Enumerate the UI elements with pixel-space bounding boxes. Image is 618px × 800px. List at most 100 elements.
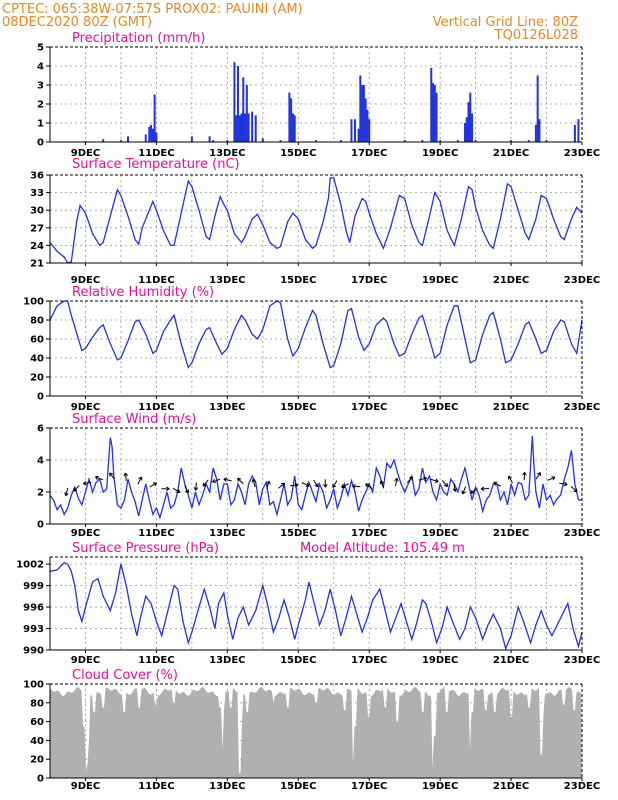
wind-arrowhead bbox=[537, 472, 541, 477]
cloud-ytick: 60 bbox=[30, 717, 44, 728]
pressure-ytick: 1002 bbox=[16, 560, 44, 571]
precip-bar bbox=[538, 119, 541, 142]
rh-ytick: 100 bbox=[23, 297, 44, 308]
wind-arrow bbox=[290, 484, 299, 487]
wind-arrowhead bbox=[394, 477, 399, 482]
precip-bar bbox=[155, 132, 158, 142]
wind-arrow bbox=[195, 482, 197, 491]
wind-arrow bbox=[453, 483, 456, 492]
pressure-xtick: 15DEC bbox=[280, 655, 316, 666]
wind-arrow bbox=[559, 482, 568, 485]
precip-bar bbox=[359, 75, 362, 142]
temp-xtick: 11DEC bbox=[138, 275, 174, 286]
wind-arrow bbox=[570, 486, 578, 493]
cloud-ytick: 100 bbox=[23, 680, 44, 691]
wind-arrow bbox=[266, 480, 270, 489]
precip-title: Precipitation (mm/h) bbox=[72, 31, 205, 46]
wind-arrowhead bbox=[434, 478, 439, 483]
wind-arrowhead bbox=[522, 471, 527, 476]
wind-arrowhead bbox=[352, 484, 356, 489]
precip-ytick: 4 bbox=[37, 62, 44, 73]
wind-arrowhead bbox=[379, 480, 384, 485]
wind-arrow bbox=[341, 483, 349, 488]
precip-ytick: 5 bbox=[37, 43, 44, 54]
wind-panel: Surface Wind (m/s) 0 2 4 6 9DEC 11DEC 13DEC 15DE… bbox=[37, 412, 600, 539]
precip-bar bbox=[430, 67, 433, 142]
wind-arrowhead bbox=[409, 476, 414, 481]
precip-bar bbox=[226, 140, 229, 142]
wind-arrowhead bbox=[184, 489, 190, 494]
precip-bar bbox=[240, 113, 243, 142]
precip-bar bbox=[151, 128, 154, 142]
rh-ytick: 0 bbox=[37, 392, 44, 403]
wind-arrowhead bbox=[266, 480, 271, 485]
wind-arrow bbox=[237, 477, 244, 485]
wind-arrowhead bbox=[461, 490, 466, 495]
rh-xtick: 9DEC bbox=[71, 402, 100, 413]
cloud-xtick: 23DEC bbox=[564, 781, 600, 792]
rh-xtick: 15DEC bbox=[280, 402, 316, 413]
rh-xtick: 11DEC bbox=[138, 402, 174, 413]
rh-ytick: 80 bbox=[30, 316, 44, 327]
wind-arrow bbox=[380, 480, 385, 489]
precip-ytick: 1 bbox=[37, 119, 44, 130]
pressure-xtick: 21DEC bbox=[493, 655, 529, 666]
wind-xtick: 19DEC bbox=[422, 528, 458, 539]
wind-arrow bbox=[124, 472, 127, 482]
precip-bar bbox=[153, 94, 156, 142]
precip-xtick: 11DEC bbox=[138, 148, 174, 159]
precip-bar bbox=[245, 85, 248, 142]
wind-ytick: 2 bbox=[37, 488, 44, 499]
cloud-xtick: 17DEC bbox=[351, 781, 387, 792]
precip-bar bbox=[350, 119, 353, 142]
precip-bar bbox=[291, 113, 294, 142]
precip-bar bbox=[339, 140, 342, 142]
precip-xtick: 9DEC bbox=[71, 148, 100, 159]
temp-ytick: 21 bbox=[30, 259, 44, 270]
precip-bar bbox=[357, 128, 360, 142]
pressure-ytick: 990 bbox=[23, 646, 44, 657]
rh-xtick: 19DEC bbox=[422, 402, 458, 413]
precip-bar bbox=[279, 140, 282, 142]
cloud-ytick: 40 bbox=[30, 736, 44, 747]
temp-ytick: 27 bbox=[30, 223, 44, 234]
pressure-xtick: 23DEC bbox=[564, 655, 600, 666]
precip-bar bbox=[236, 66, 239, 142]
wind-arrow bbox=[95, 476, 104, 481]
precip-xtick: 21DEC bbox=[493, 148, 529, 159]
panels: Precipitation (mm/h) 0 1 2 3 4 5 9DEC 11DEC 13DEC… bbox=[16, 31, 600, 792]
rh-panel: Relative Humidity (%) 0 20 40 60 80 100 9DEC 11D… bbox=[23, 285, 600, 413]
rh-xtick: 21DEC bbox=[493, 402, 529, 413]
precip-xtick: 19DEC bbox=[422, 148, 458, 159]
wind-arrow bbox=[172, 487, 181, 493]
wind-arrowhead bbox=[193, 486, 199, 491]
precip-bar bbox=[527, 140, 530, 142]
pressure-title: Surface Pressure (hPa) bbox=[72, 541, 219, 556]
precip-bar bbox=[439, 140, 442, 142]
wind-arrow bbox=[223, 478, 232, 482]
wind-arrow bbox=[278, 482, 285, 489]
header-right-line2: TQ0126L028 bbox=[494, 28, 578, 43]
precip-bar bbox=[247, 113, 250, 142]
precip-bar bbox=[290, 98, 293, 142]
pressure-ytick: 996 bbox=[23, 603, 44, 614]
wind-arrow bbox=[184, 485, 189, 494]
wind-arrow bbox=[332, 480, 338, 488]
wind-arrow bbox=[212, 478, 221, 483]
header-left-line1: CPTEC: 065:38W-07:57S PROX02: PAUINI (AM… bbox=[2, 2, 303, 17]
wind-arrowhead bbox=[82, 480, 87, 486]
header-right-line1: Vertical Grid Line: 80Z bbox=[433, 15, 578, 30]
rh-ytick: 40 bbox=[30, 354, 44, 365]
precip-bar bbox=[432, 83, 435, 142]
precip-bar bbox=[148, 126, 151, 142]
wind-arrow bbox=[406, 476, 413, 484]
cloud-xtick: 13DEC bbox=[209, 781, 245, 792]
wind-ytick: 0 bbox=[37, 520, 44, 531]
cloud-area bbox=[50, 686, 582, 778]
pressure-xtick: 11DEC bbox=[138, 655, 174, 666]
wind-arrow bbox=[535, 472, 541, 480]
wind-arrow bbox=[83, 481, 92, 485]
wind-series-line bbox=[49, 435, 582, 520]
wind-arrowhead bbox=[507, 475, 512, 480]
wind-arrowhead bbox=[109, 472, 114, 477]
